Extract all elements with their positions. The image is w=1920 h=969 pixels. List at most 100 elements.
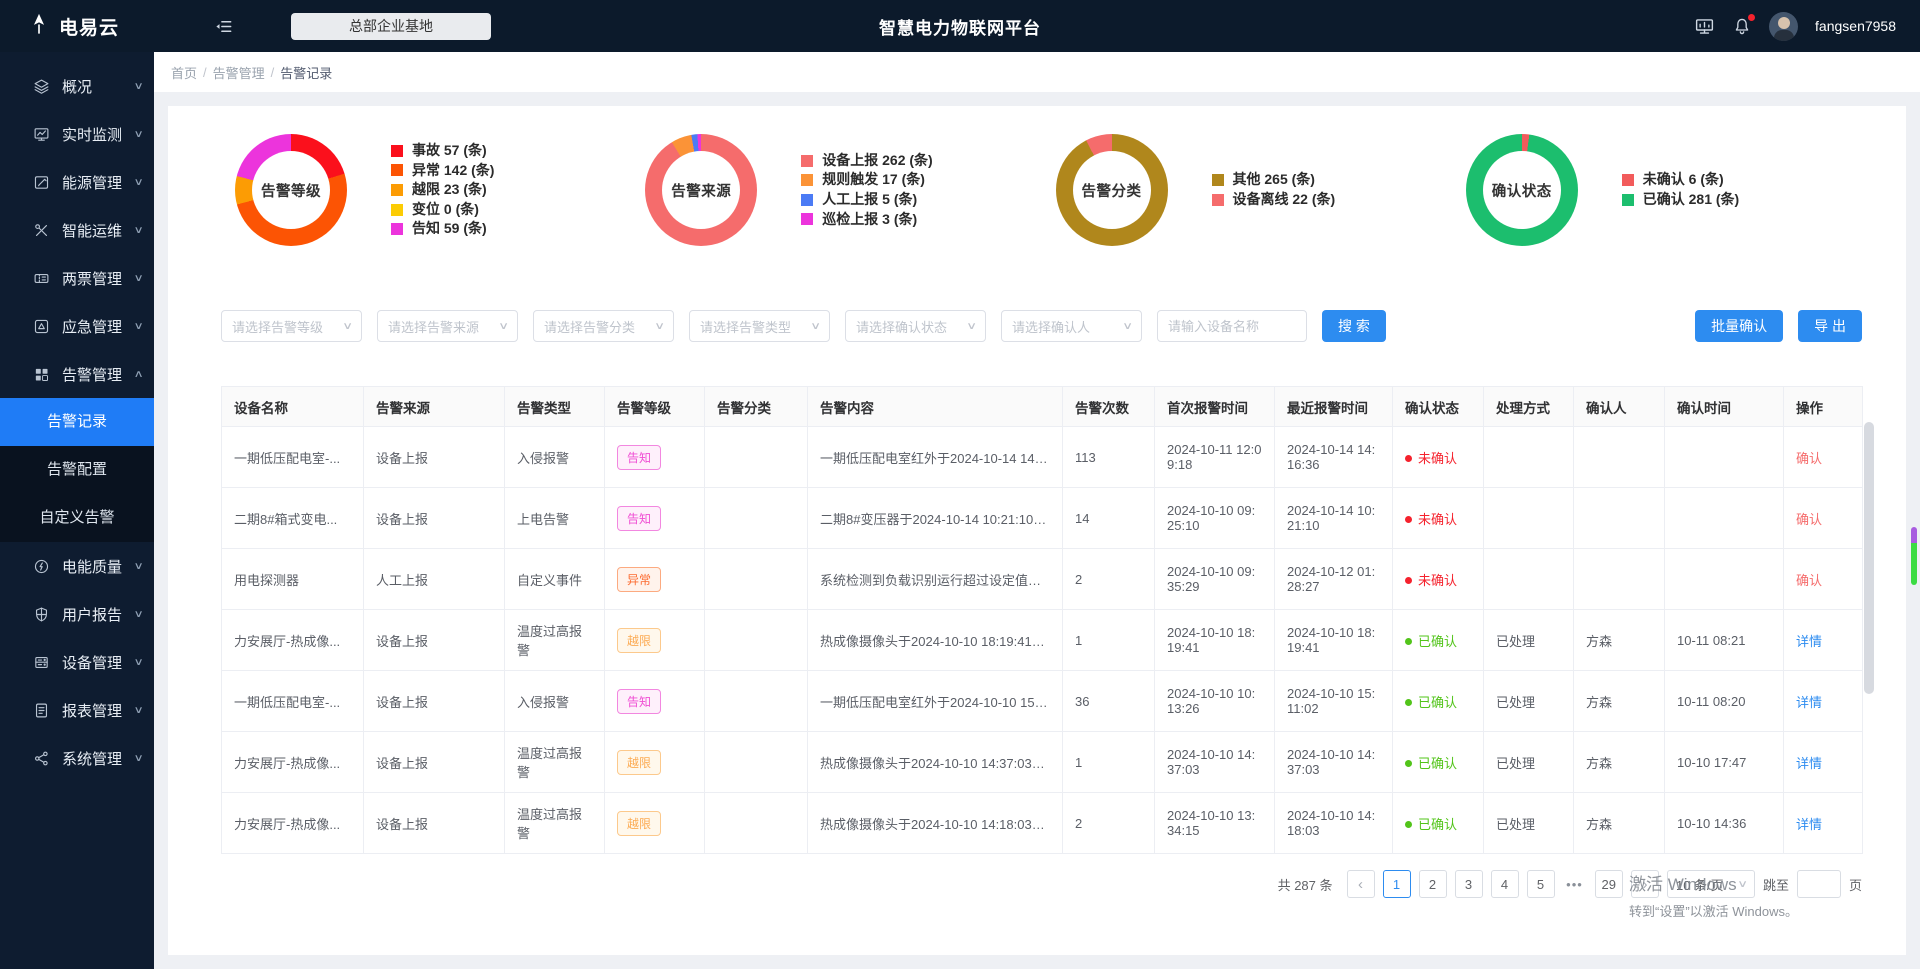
cell-alarm-type: 入侵报警	[504, 670, 605, 732]
cell-action: 详情	[1783, 670, 1863, 732]
pagination-page-2[interactable]: 2	[1418, 870, 1447, 898]
submenu-item-custom-alarm[interactable]: 自定义告警	[39, 509, 115, 526]
pagination-next-button[interactable]: ›	[1630, 870, 1659, 898]
column-header: 告警内容	[807, 386, 1063, 427]
alarm-level-tag: 越限	[617, 749, 662, 775]
breadcrumb: 首页 / 告警管理 / 告警记录	[154, 52, 1920, 92]
select-placeholder: 请选择告警分类	[544, 319, 636, 335]
chart-block-0: 告警等级 事故 57 (条) 异常 142 (条) 越限 23 (条) 变位 0 (条)…	[221, 124, 631, 256]
legend-color-swatch	[801, 213, 814, 226]
legend-item[interactable]: 人工上报 5 (条)	[801, 190, 932, 210]
search-button[interactable]: 搜 索	[1322, 310, 1386, 342]
filter-select-5[interactable]: 请选择确认人 ∨	[1001, 310, 1142, 342]
breadcrumb-item[interactable]: 首页	[171, 65, 198, 81]
sidebar-item-tickets[interactable]: 两票管理 ∨	[0, 254, 154, 302]
legend-label: 已确认 281 (条)	[1642, 191, 1740, 207]
jump-to-input[interactable]	[1796, 870, 1841, 898]
sidebar-item-realtime[interactable]: 实时监测 ∨	[0, 110, 154, 158]
legend-label: 事故 57 (条)	[412, 142, 487, 159]
table-row: 一期低压配电室-... 设备上报 入侵报警 告知 一期低压配电室红外于2024-10-1…	[221, 426, 1863, 488]
cell-confirm-status: 已确认	[1392, 609, 1484, 671]
pagination-page-3[interactable]: 3	[1454, 870, 1483, 898]
pagination-prev-button[interactable]: ‹	[1346, 870, 1375, 898]
breadcrumb-item[interactable]: 告警管理	[212, 65, 265, 81]
cell-action: 详情	[1783, 792, 1863, 854]
batch-confirm-button[interactable]: 批量确认	[1695, 310, 1784, 342]
chart-block-2: 告警分类 其他 265 (条) 设备离线 22 (条)	[1042, 124, 1452, 256]
cell-last-time: 2024-10-10 14:18:03	[1274, 792, 1393, 854]
sidebar-item-label: 报表管理	[62, 702, 123, 720]
notification-bell-icon[interactable]	[1732, 13, 1756, 37]
detail-action-link[interactable]: 详情	[1796, 816, 1823, 832]
pagination-page-4[interactable]: 4	[1490, 870, 1519, 898]
sidebar-item-user-report[interactable]: 用户报告 ∨	[0, 590, 154, 638]
sidebar-item-overview[interactable]: 概况 ∨	[0, 62, 154, 110]
legend-color-swatch	[1211, 193, 1224, 206]
legend-item[interactable]: 已确认 281 (条)	[1621, 190, 1740, 210]
export-button[interactable]: 导 出	[1798, 310, 1862, 342]
sidebar-item-energy[interactable]: 能源管理 ∨	[0, 158, 154, 206]
legend-item[interactable]: 其他 265 (条)	[1211, 170, 1336, 190]
detail-action-link[interactable]: 详情	[1796, 633, 1823, 649]
legend-item[interactable]: 规则触发 17 (条)	[801, 170, 932, 190]
user-avatar[interactable]	[1769, 11, 1799, 41]
legend-item[interactable]: 越限 23 (条)	[391, 180, 494, 200]
cell-alarm-level: 越限	[604, 731, 705, 793]
legend-item[interactable]: 巡检上报 3 (条)	[801, 210, 932, 230]
page-scrollbar-marker[interactable]	[1911, 527, 1917, 585]
cell-confirm-time	[1664, 426, 1784, 488]
legend-item[interactable]: 设备上报 262 (条)	[801, 151, 933, 171]
donut-chart-2: 告警分类	[1055, 134, 1168, 246]
sidebar-item-alarm[interactable]: 告警管理 ∧	[0, 350, 154, 398]
company-selector-button[interactable]: 总部企业基地	[291, 12, 491, 40]
cell-alarm-type: 入侵报警	[504, 426, 605, 488]
sidebar-item-label: 应急管理	[62, 318, 123, 336]
sidebar-item-power-quality[interactable]: 电能质量 ∨	[0, 542, 154, 590]
filter-select-3[interactable]: 请选择告警类型 ∨	[689, 310, 830, 342]
sidebar-fold-icon[interactable]	[214, 17, 233, 36]
legend-item[interactable]: 变位 0 (条)	[391, 200, 494, 220]
filter-select-4[interactable]: 请选择确认状态 ∨	[845, 310, 986, 342]
table-scrollbar-thumb[interactable]	[1864, 422, 1874, 694]
big-screen-icon[interactable]	[1694, 16, 1715, 37]
cell-alarm-level: 越限	[604, 609, 705, 671]
confirm-action-link[interactable]: 确认	[1796, 511, 1823, 527]
cell-device-name: 一期低压配电室-...	[221, 426, 364, 488]
confirm-action-link[interactable]: 确认	[1796, 450, 1823, 466]
pagination-page-29[interactable]: 29	[1594, 870, 1623, 898]
cell-last-time: 2024-10-10 15:11:02	[1274, 670, 1393, 732]
filter-select-2[interactable]: 请选择告警分类 ∨	[533, 310, 674, 342]
sidebar-item-ops[interactable]: 智能运维 ∨	[0, 206, 154, 254]
pagination-page-1[interactable]: 1	[1382, 870, 1411, 898]
submenu-item-alarm-config[interactable]: 告警配置	[46, 461, 107, 478]
legend-item[interactable]: 设备离线 22 (条)	[1211, 190, 1335, 210]
filter-select-1[interactable]: 请选择告警来源 ∨	[377, 310, 518, 342]
page-size-select[interactable]: 10 条/页 ∨	[1666, 870, 1755, 898]
legend-color-swatch	[801, 174, 814, 187]
legend-item[interactable]: 告知 59 (条)	[391, 219, 494, 239]
ticket-icon	[32, 269, 50, 287]
filter-select-0[interactable]: 请选择告警等级 ∨	[221, 310, 362, 342]
device-name-input[interactable]	[1157, 310, 1307, 342]
legend-item[interactable]: 未确认 6 (条)	[1621, 170, 1739, 190]
sidebar-item-system[interactable]: 系统管理 ∨	[0, 734, 154, 782]
cell-alarm-count: 2	[1062, 548, 1155, 610]
sidebar-item-devices[interactable]: 设备管理 ∨	[0, 638, 154, 686]
cell-confirm-time: 10-10 17:47	[1664, 731, 1784, 793]
detail-action-link[interactable]: 详情	[1796, 694, 1823, 710]
cell-handle-method: 已处理	[1483, 609, 1574, 671]
cell-handle-method: 已处理	[1483, 731, 1574, 793]
sidebar-item-emergency[interactable]: 应急管理 ∨	[0, 302, 154, 350]
confirm-action-link[interactable]: 确认	[1796, 572, 1823, 588]
detail-action-link[interactable]: 详情	[1796, 755, 1823, 771]
alarm-level-tag: 越限	[617, 627, 662, 653]
legend-item[interactable]: 事故 57 (条)	[391, 141, 494, 161]
sidebar-item-reports[interactable]: 报表管理 ∨	[0, 686, 154, 734]
chevron-down-icon: ∨	[133, 704, 144, 716]
pagination-ellipsis[interactable]: •••	[1566, 876, 1583, 892]
column-header: 操作	[1783, 386, 1863, 427]
pagination-page-5[interactable]: 5	[1526, 870, 1555, 898]
legend-item[interactable]: 异常 142 (条)	[391, 161, 494, 181]
submenu-item-alarm-records[interactable]: 告警记录	[0, 398, 154, 446]
cell-alarm-count: 1	[1062, 609, 1155, 671]
